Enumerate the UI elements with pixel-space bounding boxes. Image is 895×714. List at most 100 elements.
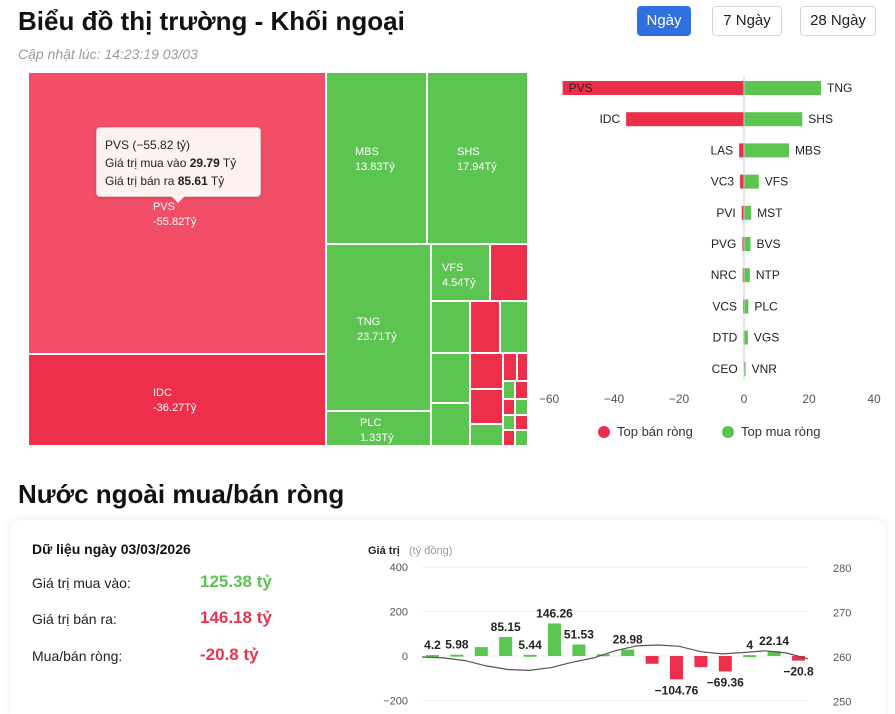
buy-code-label: TNG [827,81,852,95]
y2-tick-label: 270 [833,608,851,620]
y2-tick-label: 250 [833,697,851,709]
bar-value-label: 4.2 [424,638,441,652]
tab-7-days[interactable]: 7 Ngày [712,6,782,36]
net-bar [792,656,805,661]
sell-code-label: PVS [569,81,593,95]
treemap-tile-small[interactable] [517,353,528,381]
y-axis-title: Giá trị [368,545,400,557]
treemap-tile-small[interactable] [515,381,528,399]
buy-bar [744,174,759,189]
tile-label-tng: TNG 23.71Tỷ [357,316,397,343]
sell-code-label: VC3 [711,175,735,189]
treemap-tile-small[interactable] [470,353,503,389]
y-tick-label: −200 [383,696,408,708]
net-bar [743,655,757,658]
treemap-tooltip: PVS (−55.82 tỷ) Giá trị mua vào 29.79 Tỷ… [96,127,261,203]
treemap-tile-small[interactable] [470,389,503,424]
tile-label-idc: IDC -36.27Tỷ [153,387,197,414]
sell-code-label: PVI [716,206,735,220]
bar-value-label: 146.26 [536,606,573,620]
bar-value-label: 5.98 [445,638,469,652]
treemap-tile-pvs[interactable]: PVS -55.82Tỷ [28,72,326,354]
sell-bar [742,268,744,283]
treemap-tile-tng[interactable]: TNG 23.71Tỷ [326,244,431,411]
y2-tick-label: 260 [833,652,851,664]
legend-label: Top mua ròng [741,424,821,439]
tile-label-plc: PLC 1.33Tỷ [360,417,394,444]
sell-code-label: CEO [712,362,738,376]
treemap-tile-small[interactable] [503,430,515,446]
sell-code-label: PVG [711,237,736,251]
net-value: -20.8 tỷ [200,645,259,664]
net-bar [499,637,513,656]
treemap-tile-mbs[interactable]: MBS 13.83Tỷ [326,72,427,244]
treemap-tile-small[interactable] [490,244,528,301]
x-tick-label: −60 [540,392,560,406]
treemap-tile-small[interactable] [500,301,528,353]
buy-bar [744,299,749,314]
bar-value-label: 4 [746,638,753,652]
y-axis-unit: (tỷ đồng) [409,545,452,557]
data-date: Dữ liệu ngày 03/03/2026 [32,541,191,557]
treemap-tile-small[interactable] [503,353,517,381]
buy-bar [744,268,750,283]
net-bar [572,644,586,656]
sell-label: Giá trị bán ra: [32,611,117,627]
buy-code-label: SHS [808,112,833,126]
buy-value: 125.38 tỷ [200,572,272,591]
buy-bar [744,361,746,376]
treemap-tile-idc[interactable]: IDC -36.27Tỷ [28,354,326,446]
net-bar [523,654,537,657]
treemap-tile-small[interactable] [503,415,515,430]
buy-label: Giá trị mua vào: [32,575,131,591]
treemap-tile-small[interactable] [515,399,528,415]
legend-marker [722,426,734,438]
net-bar [767,651,781,656]
net-bar [426,655,439,658]
section-title: Nước ngoài mua/bán ròng [18,479,345,509]
y2-tick-label: 280 [833,563,851,575]
update-time: Cập nhật lúc: 14:23:19 03/03 [18,46,198,62]
buy-code-label: VGS [754,331,779,345]
treemap-tile-small[interactable] [503,399,515,415]
treemap-tile-small[interactable] [431,301,470,353]
buy-bar [744,81,822,95]
tooltip-buy-row: Giá trị mua vào 29.79 Tỷ [105,156,237,170]
treemap-tile-small[interactable] [431,403,470,446]
sell-code-label: LAS [710,143,733,157]
top-net-bar-chart: PVS IDC LAS VC3 PVI PVG NRC VCS DTD CEO TNG SHS MBS V… [540,77,881,439]
buy-bar [744,330,748,345]
bar-value-label: 22.14 [759,634,789,648]
sell-bar [739,143,744,158]
sell-bar [741,205,744,220]
net-bar [718,656,732,672]
tile-label-shs: SHS 17.94Tỷ [457,146,497,173]
daily-net-chart: Giá trị (tỷ đồng)400 200 0 −200 280 270 260 250 4… [368,545,851,709]
x-tick-label: 40 [867,392,881,406]
tab-day[interactable]: Ngày [637,6,691,36]
sell-bar [740,174,744,189]
x-tick-label: −40 [604,392,625,406]
buy-code-label: VFS [765,175,788,189]
x-tick-label: −20 [669,392,690,406]
treemap-tile-small[interactable] [515,430,528,446]
buy-bar [744,112,803,127]
treemap-tile-small[interactable] [503,381,515,399]
net-bar [548,623,561,656]
treemap-tile-small[interactable] [515,415,528,430]
buy-code-label: MST [757,206,783,220]
treemap-tile-plc[interactable]: PLC 1.33Tỷ [326,411,431,446]
treemap-tile-shs[interactable]: SHS 17.94Tỷ [427,72,528,244]
bar-value-label: 85.15 [491,620,521,634]
sell-bar [562,81,744,95]
bar-value-label: 51.53 [564,628,594,642]
treemap-tile-small[interactable] [470,301,500,353]
tab-28-days[interactable]: 28 Ngày [800,6,876,36]
treemap-tile-vfs[interactable]: VFS 4.54Tỷ [431,244,490,301]
tooltip-pointer [171,196,185,203]
y-tick-label: 0 [402,651,408,663]
net-bar [450,654,464,657]
bar-value-label: −69.36 [707,675,744,689]
treemap-tile-small[interactable] [431,353,470,403]
treemap-tile-small[interactable] [470,424,503,446]
